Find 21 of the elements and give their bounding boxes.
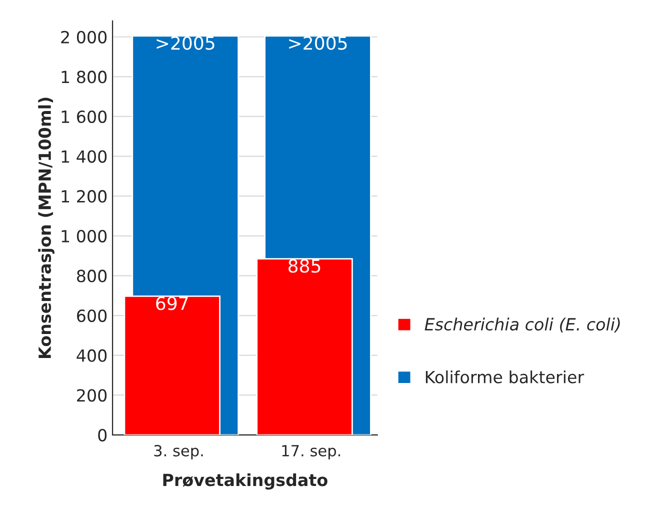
y-tick-label: 600 (77, 309, 107, 322)
y-tick-label: 1 000 (62, 230, 107, 242)
data-label: 885 (288, 259, 320, 273)
y-tick-label: 1 200 (62, 190, 107, 203)
y-tick-label: 0 (98, 428, 107, 442)
y-axis-title: Konsentrasjon (MPN/100ml) (38, 98, 54, 358)
y-tick-label: 1 800 (62, 70, 107, 84)
legend-label: Escherichia coli (E. coli) (424, 318, 620, 333)
legend-label: Koliforme bakterier (426, 370, 584, 384)
y-tick-label: 800 (76, 270, 107, 282)
x-tick-label: 17. sep. (282, 445, 340, 460)
y-tick-label: 200 (77, 389, 107, 402)
data-label: >2005 (156, 36, 214, 50)
data-label: 697 (156, 296, 188, 310)
y-tick-label: 1 600 (62, 110, 107, 124)
y-tick-label: 2 000 (61, 30, 107, 44)
x-tick-label: 3. sep. (154, 444, 203, 460)
y-tick-label: 1 400 (62, 150, 107, 163)
y-tick-label: 400 (76, 349, 107, 362)
data-label: >2005 (289, 36, 347, 50)
x-axis-title: Prøvetakingsdato (163, 473, 328, 490)
